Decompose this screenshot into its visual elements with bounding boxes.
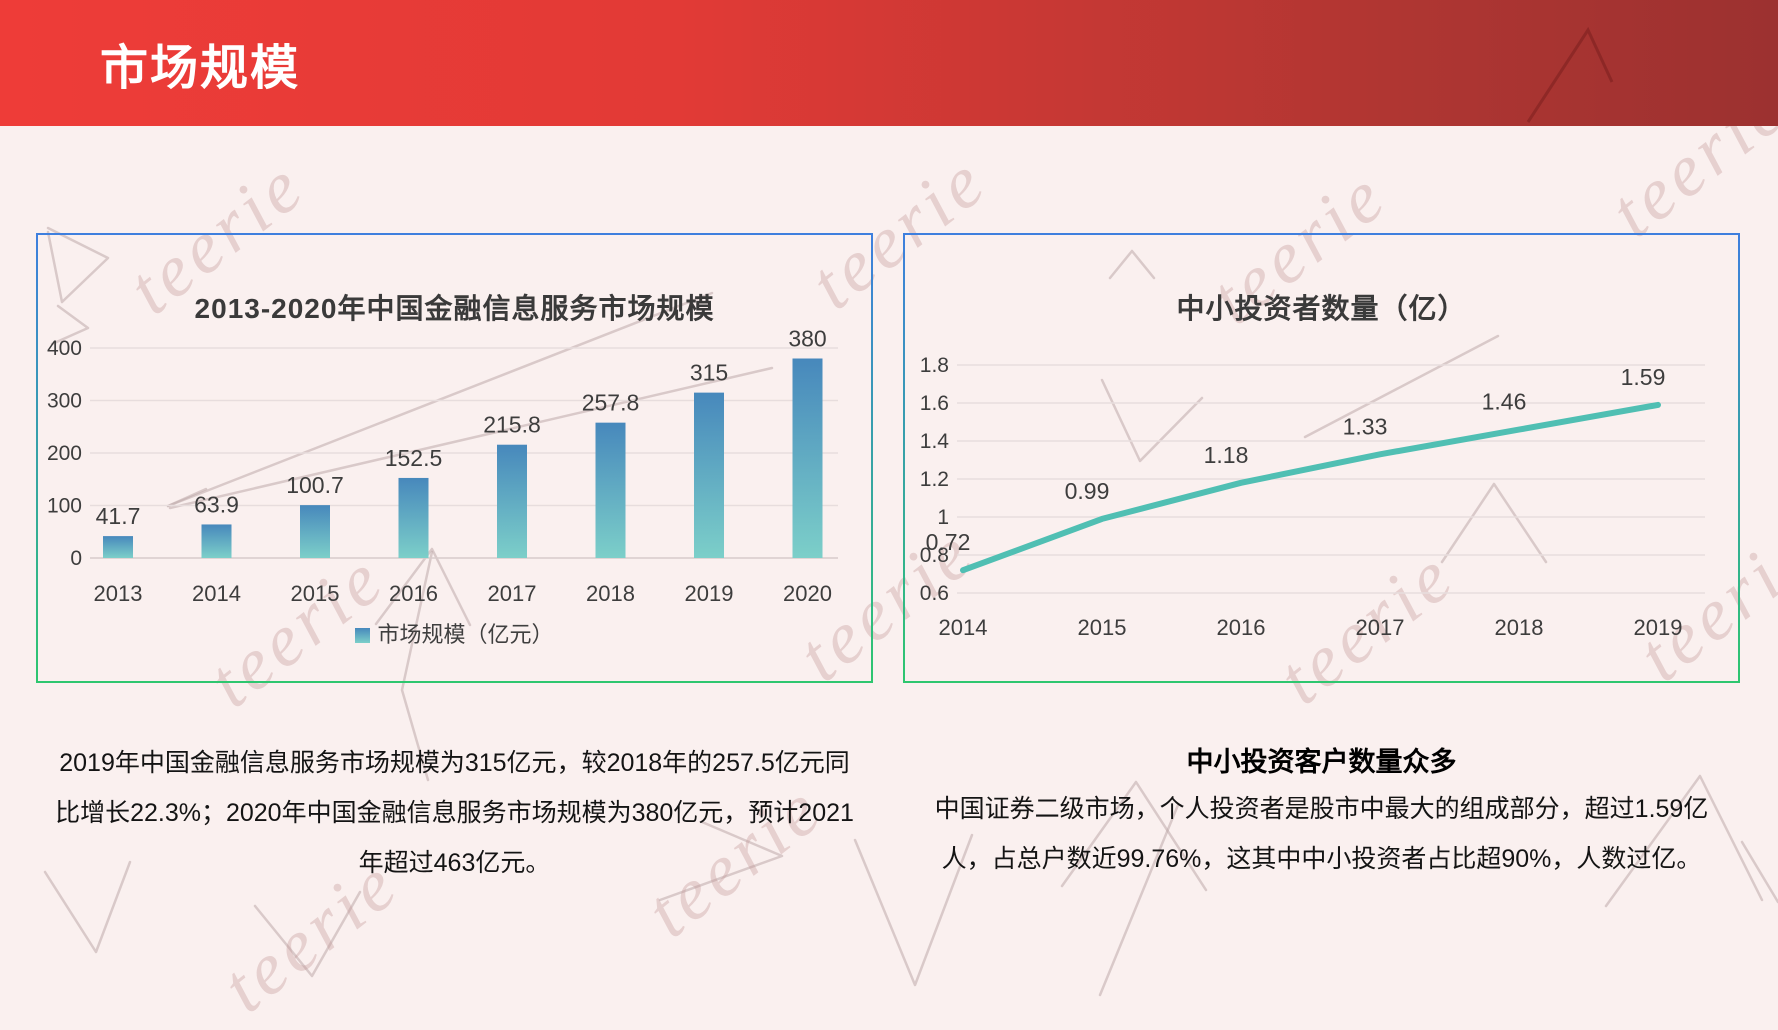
legend-swatch-icon <box>355 628 371 643</box>
line-chart-caption: 中小投资客户数量众多 中国证券二级市场，个人投资者是股市中最大的组成部分，超过1… <box>903 740 1740 884</box>
x-axis-tick: 2016 <box>389 581 438 606</box>
caption-line: 年超过463亿元。 <box>358 849 551 877</box>
doodle-line <box>1740 840 1778 904</box>
doodle-line <box>253 890 362 978</box>
caption-heading: 中小投资客户数量众多 <box>1186 747 1457 777</box>
page-title: 市场规模 <box>100 42 301 95</box>
x-axis-tick: 2017 <box>488 581 537 606</box>
y-axis-tick: 1.6 <box>920 392 949 415</box>
bar-value-label: 215.8 <box>483 412 541 438</box>
x-axis-tick: 2019 <box>685 581 734 606</box>
x-axis-tick: 2013 <box>94 581 143 606</box>
bar-2014 <box>201 524 232 558</box>
line-chart-card: 0.6 0.8 1 1.2 1.4 1.6 1.8 2014 0.72 2015 0.99 2016 1… <box>903 233 1740 683</box>
caption-line: 中国证券二级市场，个人投资者是股市中最大的组成部分，超过1.59亿 <box>934 795 1709 823</box>
y-axis-tick: 100 <box>47 495 82 518</box>
caption-line: 人，占总户数近99.76%，这其中中小投资者占比超90%，人数过亿。 <box>941 845 1702 873</box>
bar-2020 <box>792 358 823 558</box>
point-value-label: 1.18 <box>1204 442 1249 468</box>
bar-2019 <box>694 392 724 558</box>
header-banner: 市场规模 <box>0 0 1778 126</box>
bar-value-label: 257.8 <box>582 390 640 416</box>
bar-chart-card: 0 100 200 300 400 41.7 2013 63.9 2014 100.7 2015 15… <box>36 233 873 683</box>
bar-value-label: 380 <box>788 326 826 352</box>
caption-line: 2019年中国金融信息服务市场规模为315亿元，较2018年的257.5亿元同 <box>59 749 850 777</box>
y-axis-tick: 1.4 <box>920 430 950 453</box>
y-axis-tick: 400 <box>47 337 82 360</box>
bar-2016 <box>398 477 429 558</box>
x-axis-tick: 2019 <box>1634 615 1683 640</box>
bar-chart-caption: 2019年中国金融信息服务市场规模为315亿元，较2018年的257.5亿元同 … <box>36 738 873 888</box>
x-axis-tick: 2015 <box>291 581 340 606</box>
bar-value-label: 100.7 <box>286 472 344 498</box>
point-value-label: 1.33 <box>1343 413 1388 439</box>
point-value-label: 0.72 <box>926 529 971 555</box>
line-chart-title: 中小投资者数量（亿） <box>1176 293 1467 324</box>
caption-line: 比增长22.3%；2020年中国金融信息服务市场规模为380亿元，预计2021 <box>55 799 854 827</box>
bar-value-label: 315 <box>690 360 728 386</box>
bar-value-label: 41.7 <box>96 503 141 529</box>
bar-2015 <box>300 505 330 558</box>
point-value-label: 1.59 <box>1621 364 1666 390</box>
y-axis-tick: 0.6 <box>920 582 949 605</box>
x-axis-tick: 2020 <box>783 581 832 606</box>
x-axis-tick: 2016 <box>1217 615 1266 640</box>
y-axis-tick: 0 <box>70 547 82 570</box>
x-axis-tick: 2018 <box>1495 615 1544 640</box>
x-axis-tick: 2015 <box>1078 615 1127 640</box>
bar-2018 <box>595 422 626 558</box>
x-axis-tick: 2014 <box>939 615 988 640</box>
y-axis-tick: 200 <box>47 442 82 465</box>
y-axis-tick: 1.8 <box>920 354 949 377</box>
bar-2017 <box>497 444 527 558</box>
y-axis-tick: 1 <box>937 506 949 529</box>
bar-value-label: 63.9 <box>194 491 239 517</box>
point-value-label: 1.46 <box>1482 389 1527 415</box>
bar-value-label: 152.5 <box>385 445 443 471</box>
point-value-label: 0.99 <box>1065 478 1110 504</box>
y-axis-tick: 0.8 <box>920 544 949 567</box>
y-axis-tick: 300 <box>47 390 82 413</box>
x-axis-tick: 2017 <box>1356 615 1405 640</box>
legend-label: 市场规模（亿元） <box>377 622 554 647</box>
bar-chart-title: 2013-2020年中国金融信息服务市场规模 <box>194 293 715 324</box>
data-line <box>960 401 1661 574</box>
x-axis-tick: 2018 <box>586 581 635 606</box>
y-axis-tick: 1.2 <box>920 468 949 491</box>
x-axis-tick: 2014 <box>192 581 241 606</box>
bar-2013 <box>103 536 133 558</box>
bar-chart-legend: 市场规模（亿元） <box>38 617 871 649</box>
